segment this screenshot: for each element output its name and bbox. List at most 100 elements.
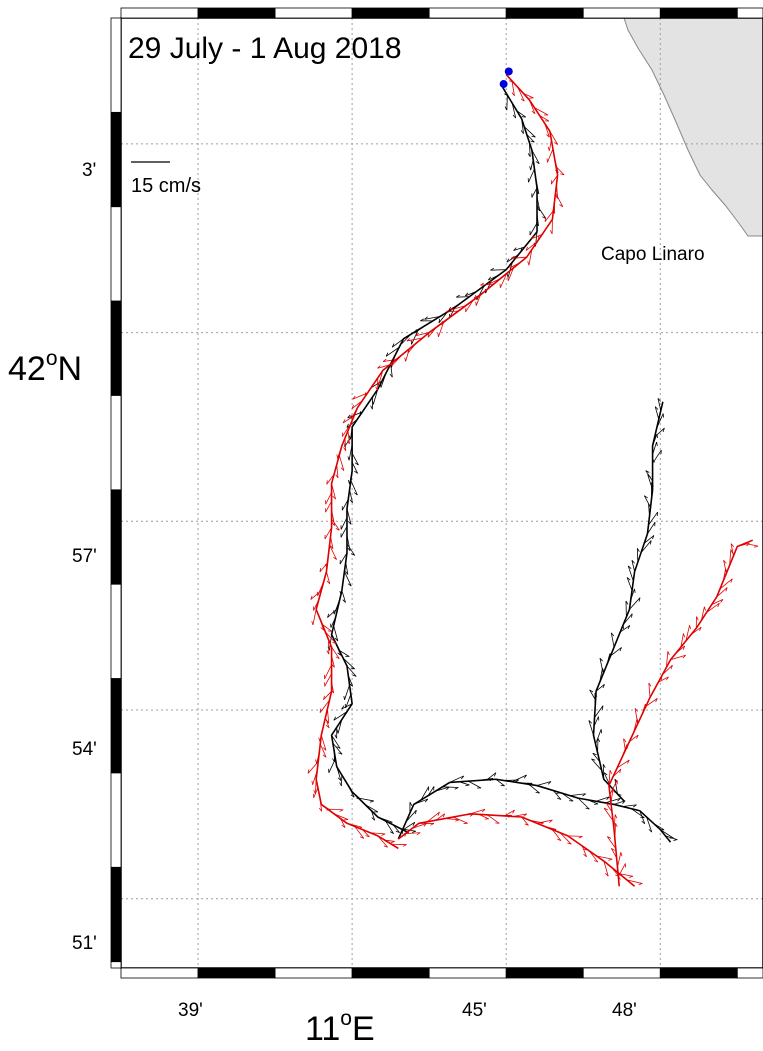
velocity-arrowhead-red [438,333,439,337]
checker-segment [275,968,352,978]
checker-segment [111,679,121,773]
velocity-vector-black [347,783,354,797]
velocity-vector-black [343,658,354,669]
checker-segment [506,968,583,978]
velocity-arrowhead-red [327,480,328,484]
lat-tick-57: 57' [72,546,97,567]
velocity-vector-black [347,544,355,555]
velocity-arrowhead-red [528,261,529,265]
scale-label: 15 cm/s [131,175,201,197]
track-line-red [609,540,753,886]
lat-tick-51: 51' [72,933,97,954]
checker-segment [660,968,737,978]
velocity-arrowhead-red [704,607,705,611]
checker-segment [198,968,275,978]
velocity-arrowhead-red [320,709,321,713]
graticule-grid [121,18,763,968]
lon-main-label: 11oE [305,1007,375,1046]
velocity-vector-red [556,193,563,207]
velocity-arrowhead-black [337,730,338,734]
checker-segment [352,968,429,978]
start-marker-dot [505,67,513,75]
checker-segment [111,395,121,489]
checker-segment [429,8,506,18]
velocity-arrowhead-red [316,760,317,764]
velocity-vector-black [415,325,426,333]
checker-segment [111,584,121,678]
velocity-vector-red [325,674,332,687]
land-coastline [624,18,763,236]
lat-tick-54: 54' [72,739,97,760]
velocity-vector-red [547,149,552,162]
velocity-vector-black [537,205,546,218]
velocity-vector-black [512,775,526,782]
velocity-vector-black [596,729,602,744]
velocity-arrowhead-black [530,166,531,170]
velocity-arrowhead-red [312,781,313,785]
map-frame [121,18,763,968]
start-marker-dot [500,80,508,88]
velocity-vector-black [459,782,469,785]
velocity-vector-red [325,665,332,679]
velocity-vector-black [345,685,350,700]
velocity-vector-black [456,297,469,298]
checker-segment [111,18,121,112]
checker-segment [111,773,121,867]
velocity-arrowhead-black [601,729,602,733]
velocity-vector-black [468,781,481,788]
checker-segment [198,8,275,18]
velocity-arrowhead-red [337,454,338,458]
velocity-vector-black [603,764,604,779]
velocity-vector-black [528,169,534,182]
velocity-arrowhead-red [621,852,622,856]
velocity-vector-red [707,603,720,612]
velocity-vector-black [507,95,508,110]
start-markers [500,67,513,88]
velocity-vector-red [453,817,467,823]
velocity-arrowhead-red [319,738,320,742]
place-label-capo-linaro: Capo Linaro [601,244,705,265]
checker-segment [583,8,660,18]
velocity-arrowhead-red [629,876,633,877]
checker-segment [737,968,763,978]
velocity-arrowhead-black [465,785,469,786]
lon-tick-39: 39' [178,1000,203,1021]
velocity-vector-black [653,450,662,463]
velocity-arrowhead-red [391,841,395,842]
checker-segment [111,962,121,968]
velocity-vector-black [531,160,533,171]
velocity-arrowhead-red [405,358,406,362]
velocity-arrowhead-black [412,831,416,832]
checker-segment [660,8,737,18]
velocity-vector-black [443,787,459,788]
checker-segment [583,968,660,978]
checker-segment [275,8,352,18]
checker-segment [506,8,583,18]
velocity-vector-black [617,625,623,640]
checker-segment [111,207,121,301]
velocity-vector-black [329,759,336,773]
velocity-arrowhead-black [594,804,598,805]
map-title: 29 July - 1 Aug 2018 [128,32,402,65]
velocity-vector-red [332,519,340,530]
lon-tick-45: 45' [462,1000,487,1021]
velocity-arrowhead-red [639,884,643,885]
velocity-arrowhead-red [540,823,544,824]
velocity-vector-black [360,404,367,415]
velocity-vector-red [621,744,627,759]
checker-segment [111,490,121,584]
velocity-arrowhead-red [608,859,612,860]
velocity-arrowhead-black [370,801,374,802]
checker-segment [111,301,121,395]
checker-segment [121,968,198,978]
velocity-arrowhead-red [754,546,758,547]
velocity-vector-red [575,841,588,850]
velocity-arrowhead-black [634,589,635,593]
velocity-vector-red [313,609,316,625]
checker-segment [429,968,506,978]
checker-segment [737,8,763,18]
checker-segment [352,8,429,18]
velocity-vector-black [490,270,506,271]
